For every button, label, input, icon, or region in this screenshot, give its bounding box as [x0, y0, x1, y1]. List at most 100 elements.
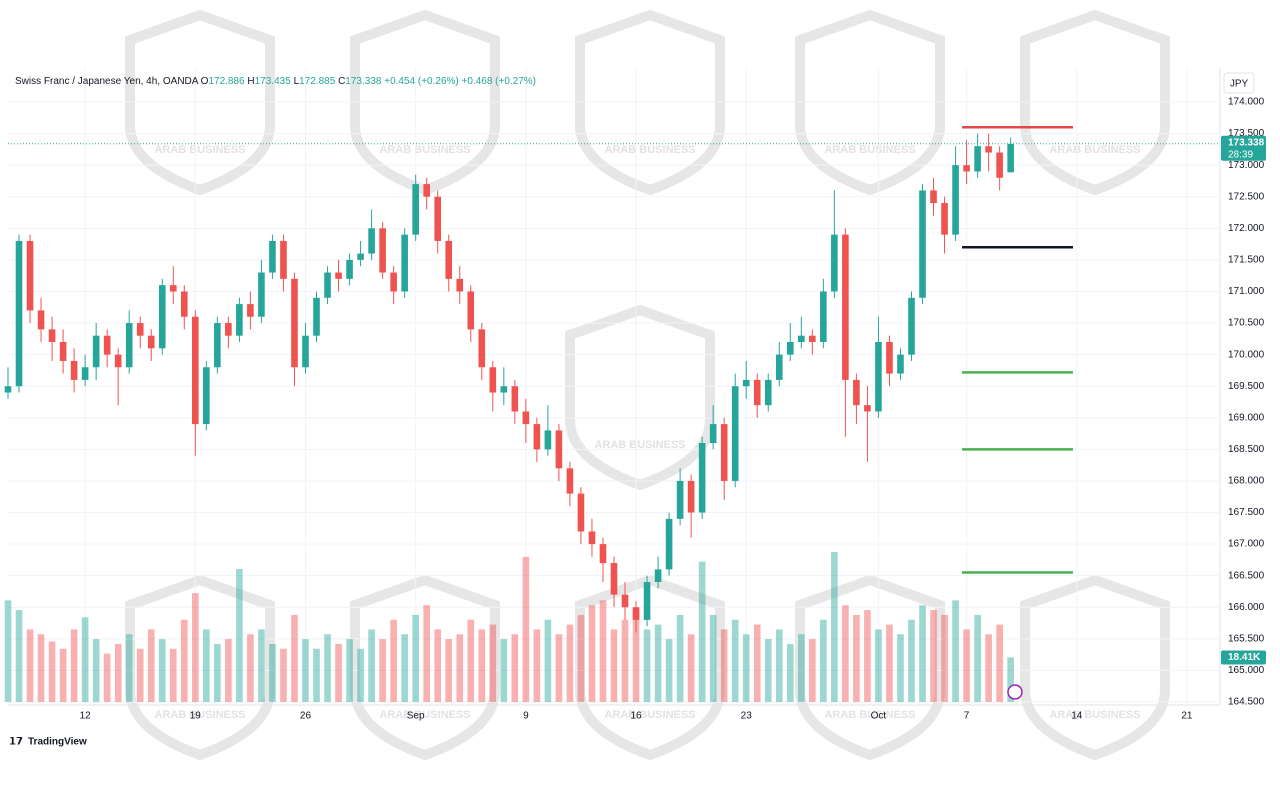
- candle-body: [555, 430, 563, 469]
- candle-body: [158, 285, 166, 349]
- watermark-shield: [350, 574, 500, 761]
- candle-body: [37, 310, 45, 330]
- volume-bar: [974, 614, 981, 702]
- volume-bar: [401, 634, 408, 702]
- candle-body: [203, 367, 210, 425]
- volume-bar: [654, 624, 662, 702]
- candle-body: [48, 329, 56, 342]
- watermark-shield: [565, 304, 715, 491]
- candle-body: [665, 518, 673, 570]
- volume-bar: [225, 639, 232, 702]
- volume-bar: [511, 634, 519, 702]
- volume-bar: [92, 639, 100, 702]
- candle-body: [147, 335, 155, 349]
- x-tick-label: Oct: [871, 711, 887, 722]
- candle-body: [522, 411, 530, 425]
- watermark-text: ARAB BUSINESS: [154, 144, 245, 156]
- x-tick-label: 7: [964, 711, 970, 722]
- candle-body: [577, 493, 585, 532]
- watermark-shield: [125, 574, 275, 761]
- volume-bar: [599, 600, 607, 702]
- watermark-text: ARAB BUSINESS: [379, 144, 470, 156]
- candle-body: [610, 563, 618, 595]
- volume-bar: [357, 648, 364, 702]
- volume-bar: [434, 629, 442, 702]
- volume-bar: [258, 629, 265, 702]
- volume-bar: [588, 605, 596, 702]
- candle-body: [687, 480, 695, 513]
- candle-body: [831, 234, 838, 292]
- candle-body: [742, 379, 750, 387]
- candle-body: [621, 594, 629, 608]
- candle-body: [930, 190, 937, 204]
- volume-bar: [81, 617, 89, 702]
- watermark-text: ARAB BUSINESS: [1049, 144, 1140, 156]
- candle-body: [434, 196, 442, 241]
- volume-bar: [158, 639, 166, 702]
- y-tick-label: 170.000: [1228, 349, 1265, 360]
- volume-bar: [324, 634, 331, 702]
- y-tick-label: 169.000: [1228, 412, 1265, 423]
- watermark-text: ARAB BUSINESS: [824, 709, 915, 721]
- y-tick-label: 171.500: [1228, 255, 1265, 266]
- candle-body: [632, 607, 640, 620]
- y-tick-label: 169.500: [1228, 381, 1265, 392]
- watermark-shield: [575, 574, 725, 761]
- candle-body: [478, 329, 486, 368]
- candle-body: [125, 323, 133, 368]
- candle-body: [103, 335, 111, 355]
- currency-box[interactable]: [1223, 72, 1255, 94]
- volume-bar: [489, 624, 497, 702]
- candle-body: [698, 443, 706, 513]
- volume-bar: [985, 634, 992, 702]
- candle-body: [302, 335, 309, 368]
- volume-bar: [522, 556, 530, 702]
- candle-body: [280, 240, 287, 279]
- volume-bar: [941, 614, 948, 702]
- candle-body: [412, 184, 419, 235]
- change: +0.454 (+0.26%): [384, 76, 459, 87]
- volume-bar: [302, 639, 309, 702]
- volume-bar: [313, 648, 320, 702]
- y-tick-label: 166.500: [1228, 570, 1265, 581]
- candle-body: [236, 304, 243, 336]
- candle-body: [786, 342, 794, 355]
- y-tick-label: 166.000: [1228, 602, 1265, 613]
- candle-body: [192, 316, 199, 425]
- volume-bar: [445, 639, 453, 702]
- volume-bar: [786, 643, 794, 702]
- candle-body: [654, 569, 662, 582]
- candle-body: [753, 379, 761, 406]
- y-tick-label: 170.500: [1228, 318, 1265, 329]
- candle-body: [809, 335, 816, 342]
- candle-body: [974, 146, 981, 172]
- replay-icon: [1007, 684, 1023, 700]
- candle-body: [798, 335, 805, 342]
- volume-bar: [379, 639, 386, 702]
- candle-body: [357, 253, 364, 260]
- candle-body: [643, 582, 651, 620]
- volume-bar: [500, 639, 508, 702]
- candle-body: [92, 335, 100, 368]
- candle-body: [313, 297, 320, 336]
- watermark-text: ARAB BUSINESS: [594, 439, 685, 451]
- price-tag-value: 173.338: [1228, 137, 1265, 148]
- candle-body: [676, 480, 684, 519]
- x-tick-label: 16: [630, 711, 642, 722]
- ohlc-key: L: [294, 76, 300, 87]
- candle-body: [269, 240, 276, 273]
- volume-bar: [798, 634, 805, 702]
- candle-body: [963, 165, 970, 172]
- volume-bar: [886, 624, 893, 702]
- ohlc-value: 173.435: [255, 76, 292, 87]
- candle-body: [467, 291, 475, 330]
- volume-bar: [48, 641, 56, 702]
- volume-bar: [103, 653, 111, 702]
- watermark-text: ARAB BUSINESS: [1049, 709, 1140, 721]
- candle-body: [456, 278, 464, 292]
- y-tick-label: 174.000: [1228, 97, 1265, 108]
- candle-body: [952, 165, 959, 235]
- ohlc-value: 172.886: [208, 76, 245, 87]
